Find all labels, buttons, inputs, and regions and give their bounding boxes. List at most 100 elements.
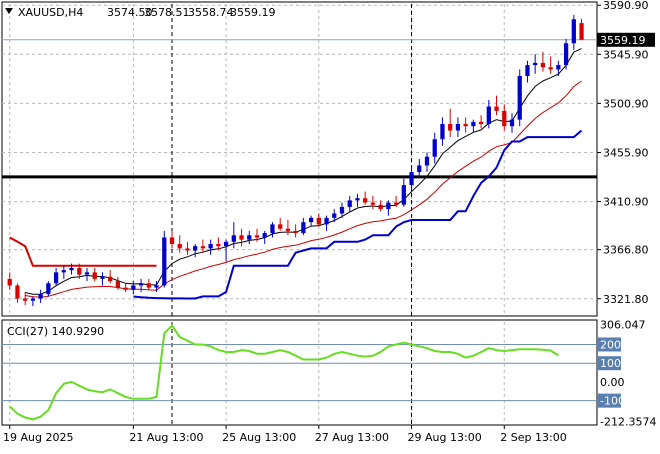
candle-body-bearish	[478, 121, 484, 124]
candle-body-bearish	[123, 287, 128, 290]
candle-body-bearish	[169, 237, 175, 244]
time-tick-label: 21 Aug 13:00	[129, 431, 203, 444]
candle-body-bearish	[285, 228, 291, 231]
candle-body-bearish	[254, 235, 260, 238]
candle-body-bullish	[486, 106, 491, 124]
candle-body-bearish	[15, 285, 20, 299]
price-tick-label: 3590.90	[603, 0, 649, 12]
cci-tick-label: -212.3574	[600, 416, 656, 429]
candle-body-bullish	[162, 237, 167, 286]
candle-body-bullish	[270, 224, 275, 234]
candle-body-bullish	[38, 294, 43, 299]
candle-body-bullish	[301, 222, 306, 234]
candle-body-bearish	[115, 281, 121, 288]
candle-body-bearish	[23, 298, 28, 301]
candle-body-bullish	[471, 121, 476, 127]
cci-tick-label: 0.00	[600, 376, 625, 389]
cci-level-tag	[597, 337, 621, 352]
candle-body-bearish	[92, 272, 97, 279]
candle-body-bullish	[262, 233, 267, 238]
candle-body-bullish	[347, 200, 352, 207]
candle-body-bearish	[216, 244, 221, 247]
time-tick-label: 27 Aug 13:00	[315, 431, 389, 444]
candle-layer	[7, 14, 584, 307]
candle-body-bullish	[231, 235, 236, 242]
candle-body-bullish	[424, 156, 430, 166]
cci-line	[9, 324, 559, 421]
candle-body-bearish	[579, 23, 584, 40]
candle-body-bullish	[193, 246, 198, 251]
candle-body-bullish	[131, 285, 136, 290]
candle-body-bearish	[448, 124, 453, 131]
cci-panel-frame	[1, 319, 598, 426]
cci-layer	[2, 324, 597, 421]
candle-body-bearish	[548, 67, 553, 70]
price-tick-label: 3410.90	[603, 196, 649, 209]
candle-body-bullish	[332, 213, 337, 218]
candle-body-bullish	[53, 272, 59, 284]
candle-body-bullish	[308, 217, 314, 223]
candle-body-bullish	[571, 19, 576, 44]
axis-layer: 3590.90 3545.90 3500.90 3455.90 3410.90 3366.…	[3, 0, 656, 444]
candle-body-bullish	[138, 283, 144, 286]
time-tick-label: 19 Aug 2025	[3, 431, 73, 444]
candle-body-bearish	[293, 230, 298, 234]
current-price-tag	[597, 32, 655, 47]
resistance-stop-line	[9, 236, 157, 267]
cci-level-tag	[597, 356, 621, 371]
candle-body-bullish	[30, 298, 36, 301]
cci-tick-label: 306.047	[600, 319, 646, 332]
candle-body-bearish	[200, 246, 206, 249]
symbol-label: XAUUSD,H4	[18, 6, 83, 19]
candle-body-bearish	[77, 268, 82, 275]
candle-body-bullish	[440, 124, 445, 140]
ohlc-open: 3574.50	[107, 6, 153, 19]
candle-body-bearish	[463, 124, 468, 127]
candle-body-bullish	[355, 198, 360, 201]
candle-body-bearish	[7, 278, 12, 286]
cci-tick-label: 200	[600, 338, 621, 351]
candle-body-bullish	[563, 43, 569, 66]
candle-body-bullish	[432, 139, 437, 157]
candle-body-bearish	[494, 106, 499, 111]
candle-body-bullish	[61, 270, 66, 273]
price-tick-label: 3500.90	[603, 97, 649, 110]
candle-body-bullish	[223, 241, 229, 247]
candle-body-bearish	[177, 244, 182, 249]
collapse-arrow-icon[interactable]	[5, 8, 13, 14]
candle-body-bearish	[370, 202, 376, 205]
candle-body-bearish	[393, 202, 399, 205]
candle-body-bullish	[533, 62, 538, 66]
candle-body-bearish	[363, 198, 368, 203]
candle-body-bullish	[455, 124, 461, 131]
candle-body-bullish	[247, 235, 252, 240]
candle-body-bullish	[509, 119, 515, 127]
candle-body-bearish	[540, 62, 546, 68]
grid-layer	[1, 1, 598, 426]
price-panel-frame	[1, 1, 598, 317]
candle-body-bearish	[185, 248, 190, 251]
candle-body-bullish	[100, 276, 105, 279]
header-layer: XAUUSD,H4 3574.50 3578.51 3558.74 3559.1…	[5, 6, 276, 338]
ohlc-close: 3559.19	[230, 6, 276, 19]
ohlc-low: 3558.74	[188, 6, 234, 19]
candle-body-bullish	[417, 165, 422, 172]
candle-body-bullish	[324, 217, 329, 225]
cci-tick-label: -100	[600, 395, 625, 408]
candle-body-bullish	[208, 244, 213, 249]
candle-body-bearish	[239, 235, 244, 240]
price-tick-label: 3545.90	[603, 48, 649, 61]
price-tick-label: 3321.80	[603, 293, 649, 306]
ohlc-high: 3578.51	[144, 6, 190, 19]
candle-body-bullish	[46, 283, 51, 295]
indicator-layer	[9, 48, 583, 300]
time-tick-label: 2 Sep 13:00	[500, 431, 566, 444]
candle-body-bullish	[556, 65, 561, 70]
candle-body-bullish	[154, 285, 159, 288]
candle-body-bullish	[339, 206, 345, 214]
cci-level-tag	[597, 393, 621, 408]
candle-body-bearish	[278, 224, 283, 229]
cci-tick-label: 100	[600, 357, 621, 370]
candle-body-bearish	[316, 217, 321, 225]
